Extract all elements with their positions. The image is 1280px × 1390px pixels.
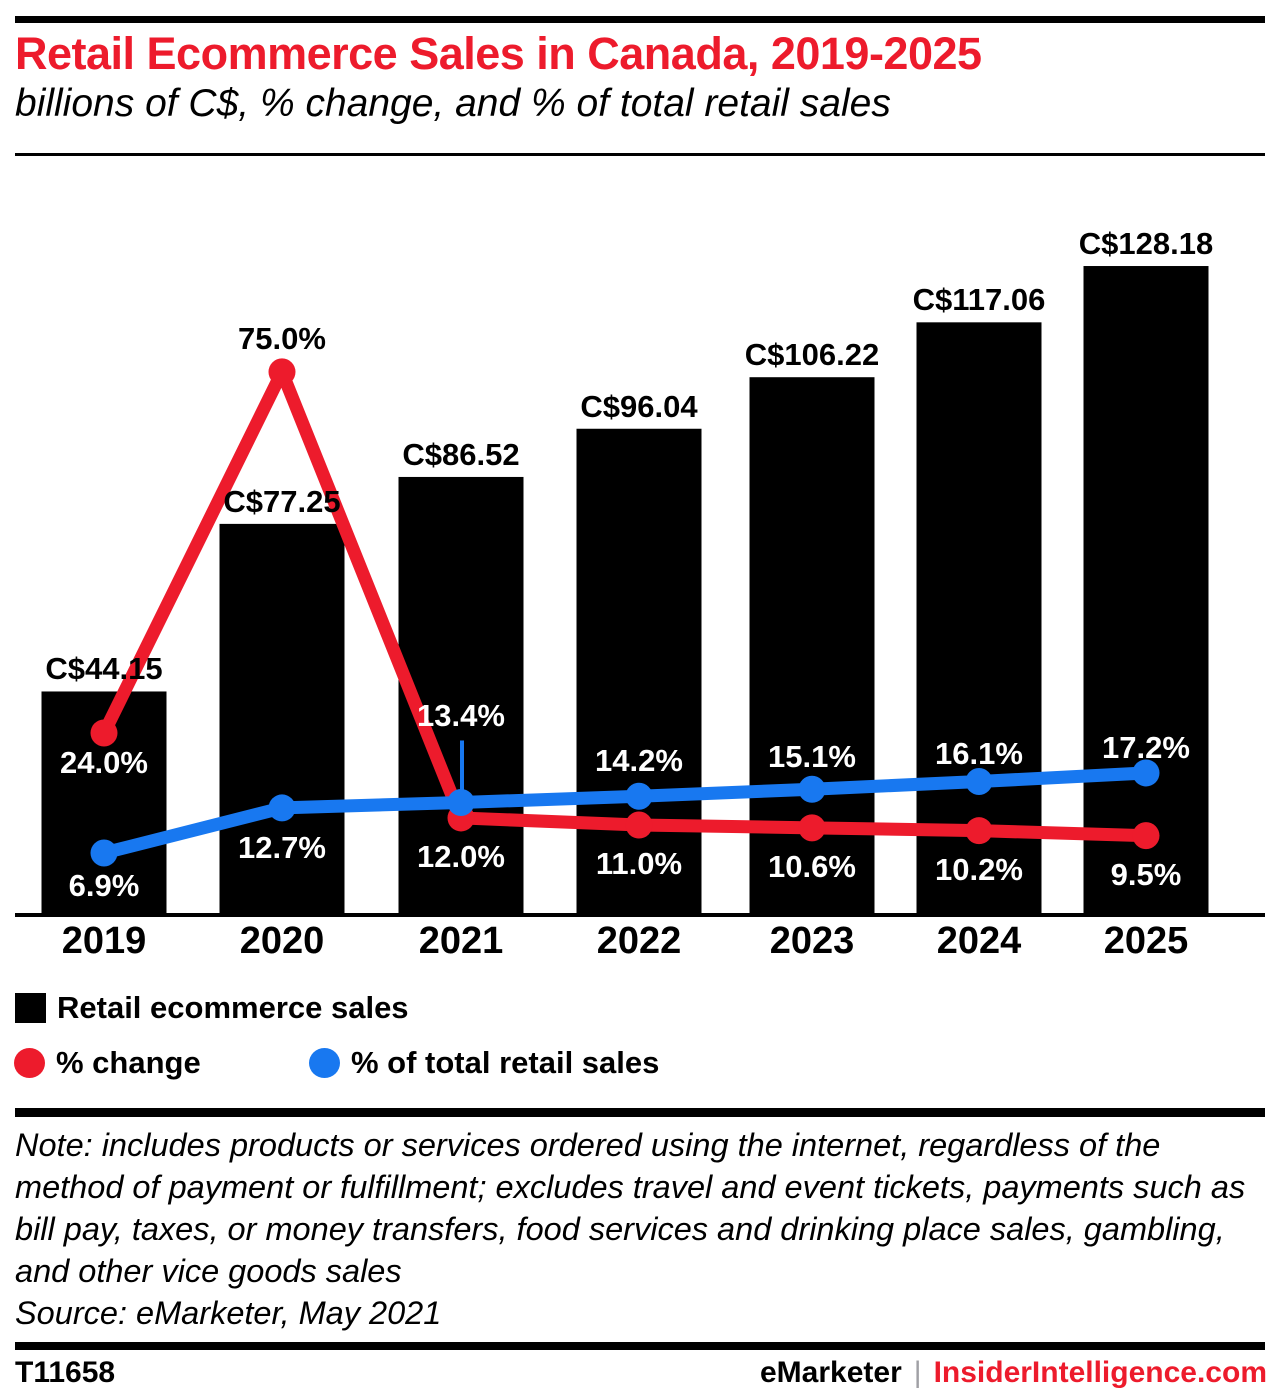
page-title: Retail Ecommerce Sales in Canada, 2019-2… bbox=[15, 28, 982, 79]
retail-share-point-2024 bbox=[965, 768, 993, 796]
source-text: Source: eMarketer, May 2021 bbox=[15, 1295, 442, 1331]
header-rule bbox=[15, 153, 1265, 156]
legend-label: % of total retail sales bbox=[351, 1045, 660, 1080]
pct-change-point-2023 bbox=[798, 814, 826, 842]
pct-change-label-2021: 12.0% bbox=[417, 838, 505, 874]
retail-share-point-2022 bbox=[625, 782, 653, 810]
retail-share-label-2019: 6.9% bbox=[68, 867, 140, 903]
bar-value-2021: C$86.52 bbox=[402, 436, 520, 472]
legend-blue-dot-swatch bbox=[309, 1048, 340, 1078]
brand-separator: | bbox=[913, 1356, 922, 1389]
x-axis-label-2025: 2025 bbox=[1103, 920, 1189, 962]
x-axis-label-2024: 2024 bbox=[936, 920, 1022, 962]
pct-change-label-2023: 10.6% bbox=[768, 848, 856, 884]
retail-share-label-2020: 12.7% bbox=[238, 829, 326, 865]
retail-share-point-2023 bbox=[798, 775, 826, 803]
pct-change-label-2019: 24.0% bbox=[60, 744, 148, 780]
bar-2021 bbox=[398, 476, 524, 915]
pct-change-point-2024 bbox=[965, 817, 993, 845]
pct-change-label-2025: 9.5% bbox=[1110, 856, 1182, 892]
brand-emarketer: eMarketer bbox=[760, 1356, 902, 1389]
legend-item-retail-ecommerce-sales: Retail ecommerce sales bbox=[15, 990, 409, 1026]
bar-value-2023: C$106.22 bbox=[744, 337, 880, 373]
bar-2025 bbox=[1083, 266, 1209, 915]
pct-change-label-2020: 75.0% bbox=[238, 320, 326, 356]
pct-change-point-2019 bbox=[90, 719, 118, 747]
pct-change-point-2020 bbox=[268, 358, 296, 386]
x-axis-label-2023: 2023 bbox=[769, 920, 855, 962]
retail-share-point-2025 bbox=[1132, 759, 1160, 787]
top-rule bbox=[15, 16, 1265, 23]
chart-id: T11658 bbox=[15, 1356, 116, 1389]
retail-share-point-2019 bbox=[90, 839, 118, 867]
retail-share-label-2021: 13.4% bbox=[417, 698, 505, 734]
legend-label: Retail ecommerce sales bbox=[57, 990, 409, 1025]
footer-rule bbox=[15, 1342, 1265, 1350]
bar-value-2025: C$128.18 bbox=[1078, 226, 1214, 262]
legend-label: % change bbox=[56, 1045, 201, 1080]
pct-change-label-2022: 11.0% bbox=[595, 846, 683, 882]
bar-2022 bbox=[576, 428, 702, 915]
legend-square-swatch bbox=[15, 993, 46, 1023]
retail-share-label-2023: 15.1% bbox=[768, 739, 856, 775]
retail-share-label-2025: 17.2% bbox=[1102, 729, 1190, 765]
legend-item-pct-of-total-retail-sales: % of total retail sales bbox=[309, 1045, 659, 1081]
pct-change-point-2022 bbox=[625, 811, 653, 839]
x-axis-label-2021: 2021 bbox=[418, 920, 504, 962]
retail-share-label-2022: 14.2% bbox=[595, 743, 683, 779]
note-block: Note: includes products or services orde… bbox=[15, 1124, 1270, 1334]
brand-site: InsiderIntelligence.com bbox=[933, 1356, 1267, 1389]
bar-value-2020: C$77.25 bbox=[223, 483, 341, 519]
note-text: Note: includes products or services orde… bbox=[15, 1127, 1246, 1289]
retail-share-label-2024: 16.1% bbox=[935, 735, 1023, 771]
note-rule bbox=[15, 1108, 1265, 1117]
legend-item-pct-change: % change bbox=[14, 1045, 201, 1081]
legend-red-dot-swatch bbox=[14, 1048, 45, 1078]
bar-value-2024: C$117.06 bbox=[912, 282, 1046, 318]
pct-change-label-2024: 10.2% bbox=[935, 851, 1023, 887]
x-axis-label-2019: 2019 bbox=[61, 920, 147, 962]
x-axis bbox=[15, 913, 1265, 917]
bar-2024 bbox=[916, 322, 1042, 916]
bar-value-2019: C$44.15 bbox=[45, 651, 163, 687]
retail-share-point-2020 bbox=[268, 794, 296, 822]
x-axis-label-2022: 2022 bbox=[596, 920, 682, 962]
x-axis-label-2020: 2020 bbox=[239, 920, 325, 962]
footer-brandbar: eMarketer | InsiderIntelligence.com bbox=[760, 1356, 1267, 1390]
retail-share-point-2021 bbox=[447, 788, 475, 816]
page-subtitle: billions of C$, % change, and % of total… bbox=[15, 82, 891, 125]
bar-2020 bbox=[219, 523, 345, 915]
bar-value-2022: C$96.04 bbox=[580, 388, 698, 424]
pct-change-point-2025 bbox=[1132, 822, 1160, 850]
